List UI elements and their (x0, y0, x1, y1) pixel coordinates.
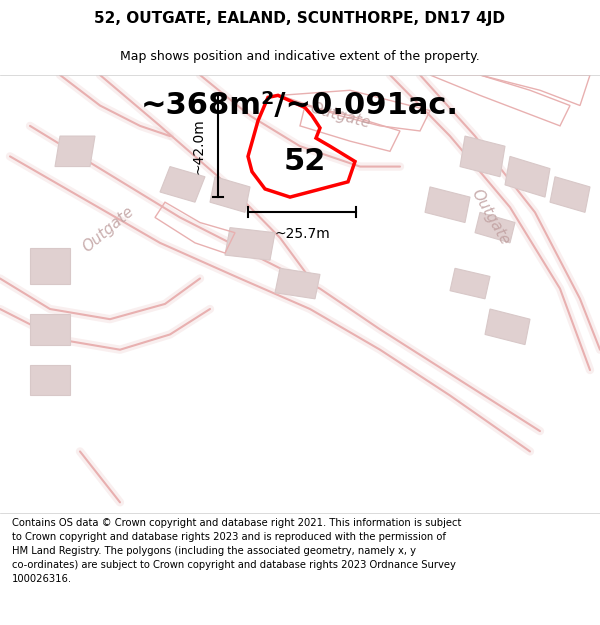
Text: Outgate: Outgate (308, 101, 372, 131)
Text: 52, OUTGATE, EALAND, SCUNTHORPE, DN17 4JD: 52, OUTGATE, EALAND, SCUNTHORPE, DN17 4J… (95, 11, 505, 26)
Text: ~25.7m: ~25.7m (274, 227, 330, 241)
Polygon shape (210, 177, 250, 212)
Text: Outgate: Outgate (79, 204, 137, 256)
Polygon shape (425, 187, 470, 222)
Polygon shape (160, 167, 205, 202)
Polygon shape (275, 268, 320, 299)
Text: Contains OS data © Crown copyright and database right 2021. This information is : Contains OS data © Crown copyright and d… (12, 518, 461, 584)
Text: Outgate: Outgate (468, 187, 512, 248)
Polygon shape (55, 136, 95, 167)
Polygon shape (225, 228, 275, 260)
Text: Map shows position and indicative extent of the property.: Map shows position and indicative extent… (120, 50, 480, 62)
Polygon shape (30, 248, 70, 284)
Polygon shape (475, 213, 515, 243)
Text: 52: 52 (284, 147, 326, 176)
Text: ~368m²/~0.091ac.: ~368m²/~0.091ac. (141, 91, 459, 120)
Text: ~42.0m: ~42.0m (192, 118, 206, 174)
Polygon shape (460, 136, 505, 177)
Polygon shape (550, 177, 590, 212)
Polygon shape (450, 268, 490, 299)
Polygon shape (30, 365, 70, 396)
Polygon shape (505, 156, 550, 197)
Polygon shape (30, 314, 70, 344)
Polygon shape (485, 309, 530, 344)
